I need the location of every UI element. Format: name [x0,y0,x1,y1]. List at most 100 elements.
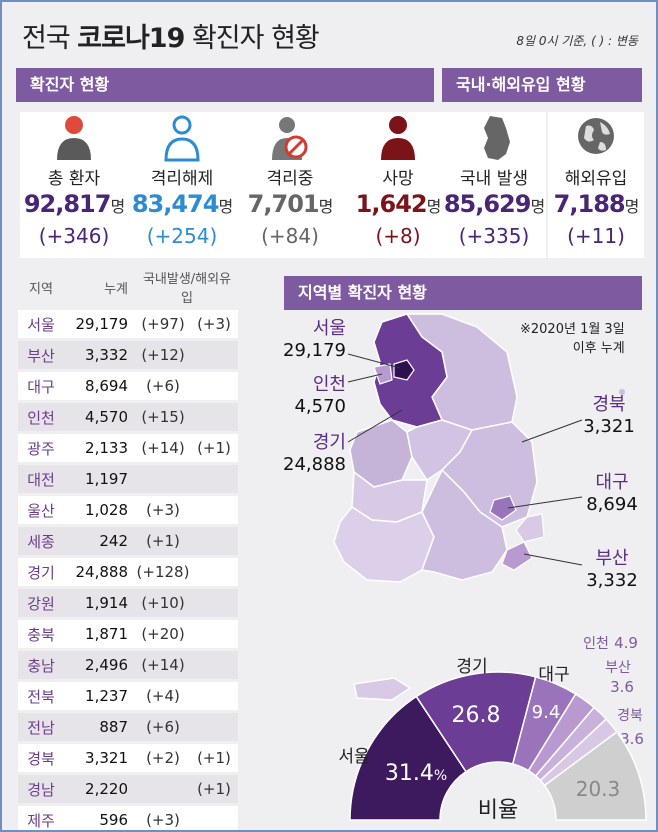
leader-line-gyeonggi [347,409,403,443]
overseas-cell [190,682,238,710]
overseas-cell [190,806,238,830]
overseas-cell [190,651,238,679]
overseas-cell [190,496,238,524]
total-cell: 2,220 [64,775,136,803]
card-isolated: 격리중 7,701명 (+84) [236,112,344,258]
region-cell: 대전 [18,465,64,493]
leader-line-incheon [347,373,383,383]
domestic-cell: (+2) [136,744,190,772]
card-total: 총 환자 92,817명 (+346) [20,112,128,258]
card-change: (+335) [458,224,530,248]
overseas-cell: (+1) [190,775,238,803]
domestic-cell: (+4) [136,682,190,710]
total-cell: 242 [64,527,136,555]
domestic-cell: (+3) [136,496,190,524]
table-row: 강원 1,914 (+10) [18,589,238,617]
column-header: 국내발생/해외유입 [142,272,232,306]
total-cell: 1,237 [64,682,136,710]
table-row: 충남 2,496 (+14) [18,651,238,679]
map-label-gyeongbuk: 경북 3,321 [583,394,635,437]
overseas-cell: (+3) [190,310,238,338]
domestic-cell: (+14) [136,434,190,462]
table-row: 부산 3,332 (+12) [18,341,238,369]
overseas-cell [190,403,238,431]
card-domestic: 국내 발생 85,629명 (+335) [442,112,546,258]
table-row: 전남 887 (+6) [18,713,238,741]
table-row: 충북 1,871 (+20) [18,620,238,648]
quarantine-icon [272,117,308,160]
leader-line-busan [523,553,583,566]
pie-slice-0 [349,695,468,821]
region-cell: 대구 [18,372,64,400]
map-note: ※2020년 1월 3일 이후 누계 [520,322,625,356]
card-label: 사망 [382,169,414,189]
column-header: 누계 [104,281,128,297]
overseas-cell: (+1) [190,744,238,772]
card-label: 해외유입 [564,169,628,189]
chart-title: 비율 [477,798,519,823]
card-released: 격리해제 83,474명 (+254) [128,112,236,258]
domestic-cell: (+97) [136,310,190,338]
region-jeju [353,677,412,701]
domestic-cell [136,465,190,493]
person-icon [57,116,91,160]
person-dark-icon [381,116,415,160]
overseas-cell [190,558,238,586]
map-label-incheon: 인천 4,570 [294,374,346,417]
regional-table: 지역 누계 국내발생/해외유입 서울 29,179 (+97) (+3) 부산 3,332… [18,264,238,830]
overseas-cell [190,341,238,369]
overseas-cell [190,589,238,617]
region-cell: 인천 [18,403,64,431]
region-ulsan [515,513,545,543]
region-cell: 서울 [18,310,64,338]
region-cell: 경남 [18,775,64,803]
slice-label: 경기 [456,657,487,677]
domestic-cell: (+3) [136,806,190,830]
card-change: (+254) [146,224,218,248]
total-cell: 1,914 [64,589,136,617]
region-cell: 전남 [18,713,64,741]
region-seoul [393,359,415,381]
map-label-busan: 부산 3,332 [586,548,638,591]
leader-line-seoul [347,353,401,369]
region-gyeongnam [420,468,508,581]
korea-map-icon [484,116,510,160]
confirmed-section-header: 확진자 현황 [16,68,434,102]
region-cell: 경북 [18,744,64,772]
slice-label: 인천 [583,636,609,652]
region-cell: 경기 [18,558,64,586]
table-row: 제주 596 (+3) [18,806,238,830]
globe-icon [578,118,614,154]
total-cell: 4,570 [64,403,136,431]
table-row: 광주 2,133 (+14) (+1) [18,434,238,462]
domestic-cell: (+12) [136,341,190,369]
card-change: (+11) [567,224,625,248]
basis-note: 8일 0시 기준, ( ) : 변동 [516,34,638,48]
card-value: 92,817명 [23,190,125,218]
slice-label: 대구 [538,665,569,685]
card-change: (+346) [38,224,110,248]
total-cell: 3,332 [64,341,136,369]
total-cell: 2,133 [64,434,136,462]
table-row: 세종 242 (+1) [18,527,238,555]
region-ulleung [619,389,625,395]
slice-value: 9.4 [532,702,561,723]
regional-section-header: 지역별 확진자 현황 [284,276,642,310]
card-label: 국내 발생 [460,169,528,189]
leader-line-gyeongbuk [521,419,583,443]
region-cell: 강원 [18,589,64,617]
pie-slice-1 [415,671,537,773]
table-row: 경기 24,888 (+128) [18,558,238,586]
domestic-cell: (+10) [136,589,190,617]
domestic-cell [136,775,190,803]
slice-value: 26.8 [452,703,501,728]
table-row: 울산 1,028 (+3) [18,496,238,524]
region-cell: 제주 [18,806,64,830]
region-busan [501,541,533,571]
card-value: 83,474명 [131,190,233,218]
card-value: 7,701명 [247,190,334,218]
region-cell: 충남 [18,651,64,679]
domestic-cell: (+20) [136,620,190,648]
table-header-row: 지역 누계 국내발생/해외유입 [18,267,238,307]
table-row: 경남 2,220 (+1) [18,775,238,803]
